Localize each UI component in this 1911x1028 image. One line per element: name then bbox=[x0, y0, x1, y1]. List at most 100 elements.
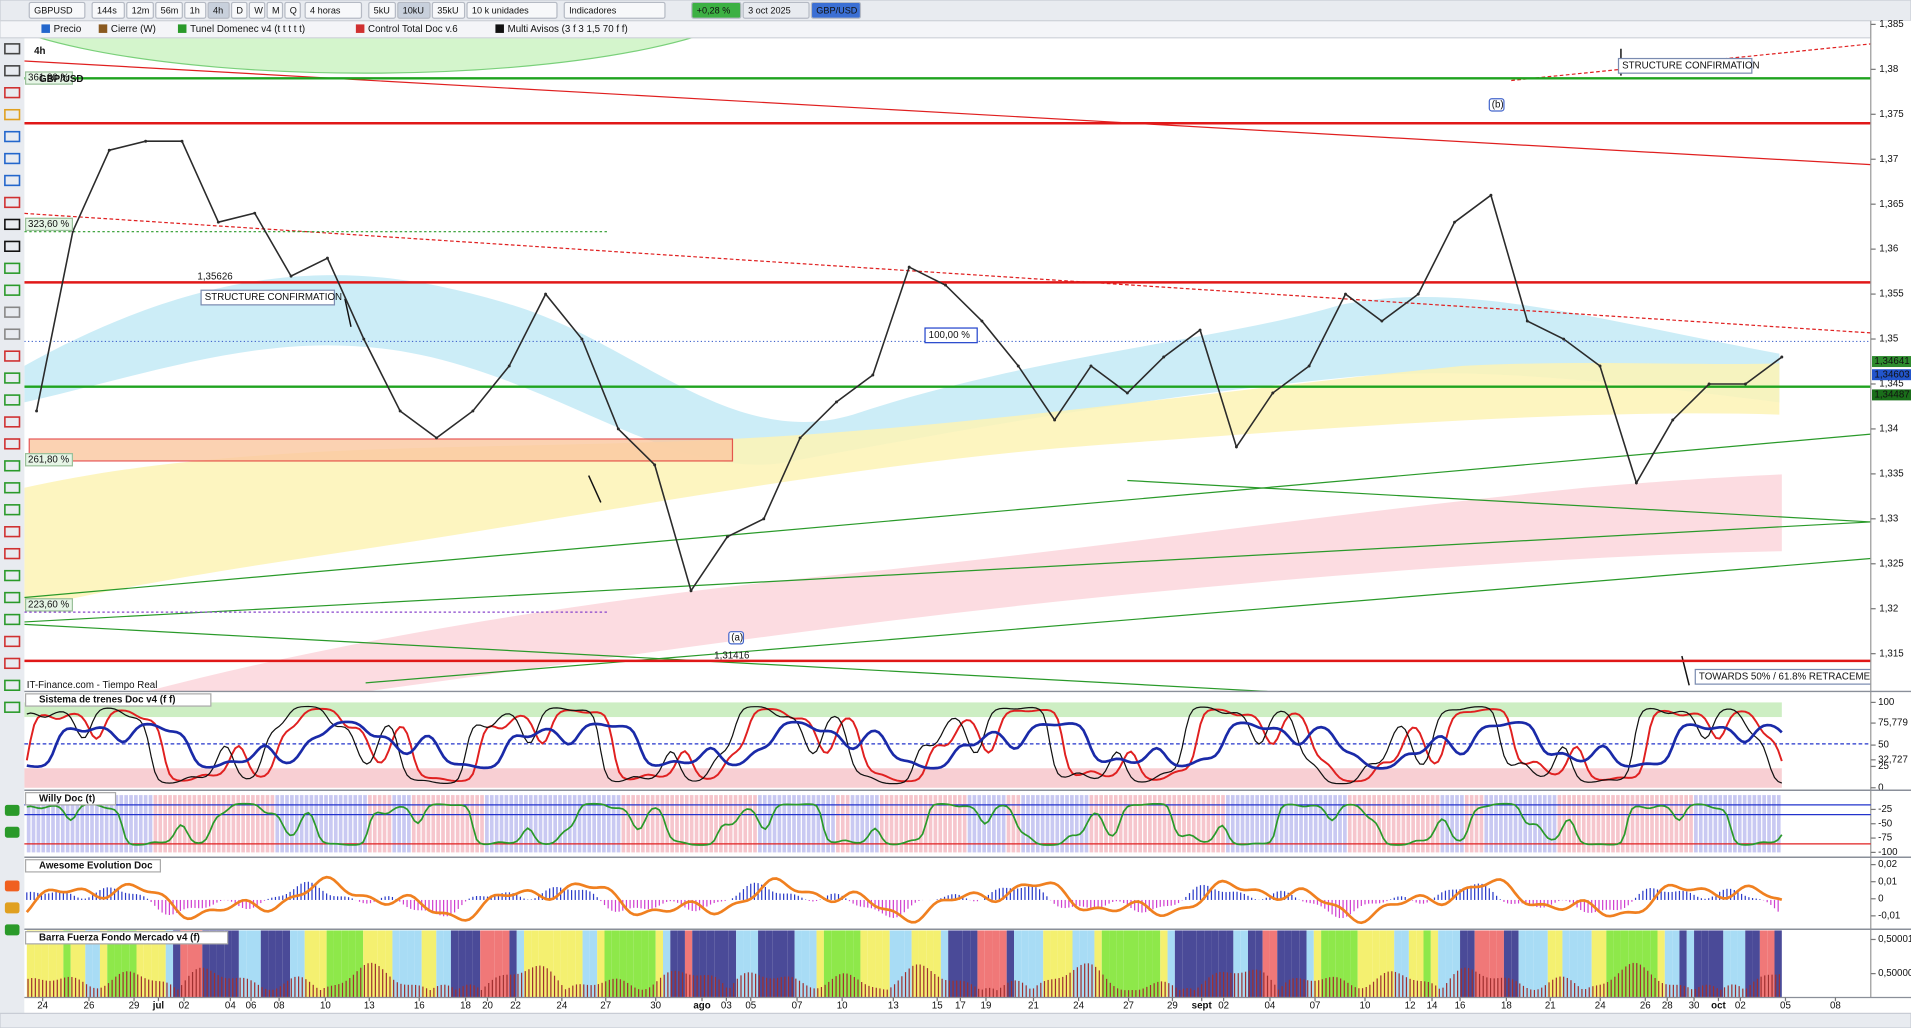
tool-icon[interactable] bbox=[4, 65, 21, 77]
tool-icon[interactable] bbox=[4, 108, 21, 121]
tool-icon[interactable] bbox=[4, 880, 20, 892]
tool-icon[interactable] bbox=[4, 460, 21, 472]
toolbar-button[interactable]: M bbox=[266, 1, 284, 19]
button-label[interactable]: 10kU bbox=[403, 5, 424, 15]
button-face[interactable] bbox=[126, 1, 154, 19]
toolbar-button[interactable]: 4h bbox=[207, 1, 230, 19]
toolbar-button[interactable]: Q bbox=[284, 1, 301, 19]
toolbar-button[interactable]: D bbox=[230, 1, 248, 19]
toolbar-button[interactable]: 144s bbox=[91, 1, 125, 19]
tool-icon[interactable] bbox=[4, 43, 21, 55]
button-label[interactable]: M bbox=[272, 5, 280, 15]
button-face[interactable] bbox=[304, 1, 363, 19]
button-face[interactable] bbox=[230, 1, 248, 19]
tool-icon[interactable] bbox=[4, 328, 21, 340]
legend-icon[interactable] bbox=[355, 24, 365, 33]
button-label[interactable]: GBP/USD bbox=[816, 5, 857, 15]
toolbar-button[interactable]: 1h bbox=[184, 1, 207, 19]
toolbar-button[interactable]: Indicadores bbox=[563, 1, 666, 19]
tool-icon[interactable] bbox=[4, 196, 21, 209]
legend-icon[interactable] bbox=[41, 24, 50, 33]
tool-icon[interactable] bbox=[4, 547, 21, 560]
toolbar-button[interactable]: 56m bbox=[155, 1, 183, 19]
button-label[interactable]: 56m bbox=[161, 5, 179, 15]
button-label[interactable]: 10 k unidades bbox=[472, 5, 529, 15]
button-face[interactable] bbox=[28, 1, 86, 19]
tool-icon[interactable] bbox=[4, 591, 21, 604]
legend-item[interactable]: Tunel Domenec v4 (t t t t t) bbox=[190, 24, 305, 35]
tool-icon[interactable] bbox=[4, 130, 21, 143]
tool-icon[interactable] bbox=[4, 482, 21, 494]
toolbar-button[interactable]: GBPUSD bbox=[28, 1, 86, 19]
button-label[interactable]: W bbox=[254, 5, 263, 15]
button-label[interactable]: 3 oct 2025 bbox=[748, 5, 791, 15]
tool-icon[interactable] bbox=[4, 504, 21, 516]
button-face[interactable] bbox=[207, 1, 230, 19]
tool-icon[interactable] bbox=[4, 526, 21, 538]
legend-icon[interactable] bbox=[177, 24, 187, 33]
legend-item[interactable]: Precio bbox=[54, 24, 82, 35]
toolbar-button[interactable]: 5kU bbox=[368, 1, 396, 19]
button-label[interactable]: +0,28 % bbox=[697, 5, 731, 15]
button-label[interactable]: Q bbox=[290, 5, 297, 15]
tool-icon[interactable] bbox=[4, 635, 21, 648]
tool-icon[interactable] bbox=[4, 826, 20, 838]
legend-icon[interactable] bbox=[495, 24, 504, 33]
button-face[interactable] bbox=[266, 1, 284, 19]
button-face[interactable] bbox=[284, 1, 301, 19]
button-face[interactable] bbox=[466, 1, 558, 19]
legend-item[interactable]: Control Total Doc v.6 bbox=[368, 24, 458, 35]
button-label[interactable]: 144s bbox=[97, 5, 117, 15]
toolbar-button[interactable]: 35kU bbox=[431, 1, 466, 19]
tool-icon[interactable] bbox=[4, 394, 21, 406]
button-label[interactable]: 4h bbox=[213, 5, 223, 15]
legend-item[interactable]: Cierre (W) bbox=[111, 24, 156, 35]
button-face[interactable] bbox=[691, 1, 742, 19]
tool-icon[interactable] bbox=[4, 284, 21, 296]
toolbar-button[interactable]: 4 horas bbox=[304, 1, 363, 19]
button-face[interactable] bbox=[155, 1, 183, 19]
toolbar-button[interactable]: 10kU bbox=[397, 1, 431, 19]
button-label[interactable]: 1h bbox=[190, 5, 200, 15]
tool-icon[interactable] bbox=[4, 306, 21, 318]
button-label[interactable]: 35kU bbox=[437, 5, 458, 15]
button-face[interactable] bbox=[184, 1, 207, 19]
toolbar-button[interactable]: W bbox=[248, 1, 266, 19]
tool-icon[interactable] bbox=[4, 701, 21, 713]
tool-icon[interactable] bbox=[4, 679, 21, 692]
button-face[interactable] bbox=[563, 1, 666, 19]
toolbar-button[interactable]: +0,28 % bbox=[691, 1, 742, 19]
tool-icon[interactable] bbox=[4, 87, 21, 99]
tool-icon[interactable] bbox=[4, 569, 21, 582]
tool-icon[interactable] bbox=[4, 902, 20, 914]
tool-icon[interactable] bbox=[4, 924, 20, 936]
tool-icon[interactable] bbox=[4, 657, 21, 670]
tool-icon[interactable] bbox=[4, 174, 21, 187]
tool-icon[interactable] bbox=[4, 372, 21, 384]
toolbar-button[interactable]: 10 k unidades bbox=[466, 1, 558, 19]
button-label[interactable]: 12m bbox=[132, 5, 150, 15]
toolbar-button[interactable]: 12m bbox=[126, 1, 154, 19]
button-face[interactable] bbox=[368, 1, 396, 19]
button-label[interactable]: 5kU bbox=[374, 5, 390, 15]
tool-icon[interactable] bbox=[4, 350, 21, 362]
toolbar-button[interactable]: 3 oct 2025 bbox=[742, 1, 810, 19]
tool-icon[interactable] bbox=[4, 152, 21, 165]
tool-icon[interactable] bbox=[4, 262, 21, 274]
toolbar-button[interactable]: GBP/USD bbox=[810, 1, 862, 19]
button-face[interactable] bbox=[742, 1, 810, 19]
tool-icon[interactable] bbox=[4, 804, 20, 816]
button-label[interactable]: Indicadores bbox=[569, 5, 617, 15]
tool-icon[interactable] bbox=[4, 240, 21, 253]
tool-icon[interactable] bbox=[4, 613, 21, 626]
button-label[interactable]: GBPUSD bbox=[34, 5, 73, 15]
button-face[interactable] bbox=[248, 1, 266, 19]
button-face[interactable] bbox=[91, 1, 125, 19]
button-label[interactable]: 4 horas bbox=[310, 5, 341, 15]
tool-icon[interactable] bbox=[4, 438, 21, 450]
tool-icon[interactable] bbox=[4, 218, 21, 231]
button-face[interactable] bbox=[397, 1, 431, 19]
legend-item[interactable]: Multi Avisos (3 f 3 1,5 70 f f) bbox=[508, 24, 628, 35]
button-face[interactable] bbox=[431, 1, 466, 19]
tool-icon[interactable] bbox=[4, 416, 21, 428]
